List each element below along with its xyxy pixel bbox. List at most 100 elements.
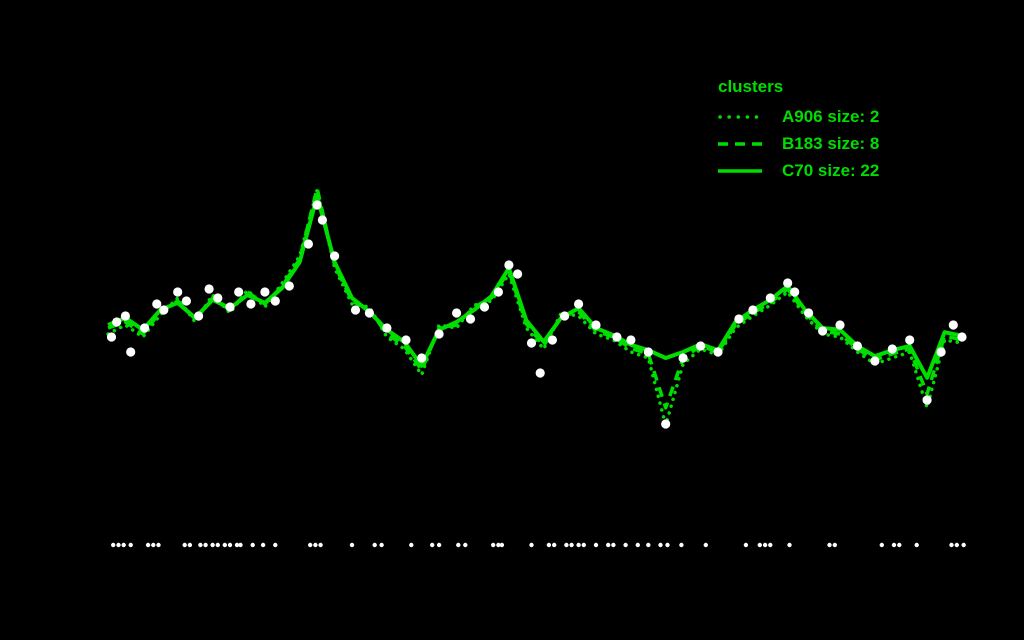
- data-point: [957, 332, 967, 342]
- legend-item-label: B183 size: 8: [782, 134, 880, 153]
- rug-tick: [768, 542, 773, 548]
- data-point: [513, 269, 523, 279]
- rug-tick: [623, 542, 628, 548]
- rug-tick: [463, 542, 468, 548]
- data-point: [626, 335, 636, 345]
- data-point: [479, 302, 490, 312]
- data-point: [312, 200, 322, 210]
- rug-tick: [187, 542, 193, 548]
- data-point: [783, 278, 793, 288]
- rug-tick: [372, 542, 377, 548]
- rug-tick: [593, 542, 599, 548]
- legend-item-label: A906 size: 2: [782, 107, 880, 126]
- data-point: [734, 314, 744, 324]
- rug-tick: [496, 542, 501, 548]
- data-point: [678, 353, 688, 363]
- data-point: [173, 287, 183, 297]
- data-point: [364, 308, 374, 318]
- rug-tick: [227, 542, 233, 548]
- rug-tick: [949, 542, 954, 548]
- data-point: [330, 251, 340, 261]
- rug-tick: [156, 542, 161, 548]
- data-point: [204, 284, 214, 294]
- rug-tick: [430, 542, 435, 548]
- rug-tick: [606, 542, 611, 548]
- rug-tick: [260, 542, 266, 548]
- data-point: [382, 323, 392, 333]
- rug-tick: [529, 542, 534, 548]
- dotted-line-sample-icon: [718, 114, 762, 119]
- data-point: [106, 332, 117, 342]
- rug-tick: [827, 542, 832, 548]
- data-point: [547, 335, 558, 345]
- data-point: [713, 347, 723, 357]
- data-point: [225, 302, 235, 312]
- data-point: [401, 335, 411, 345]
- data-point: [643, 347, 653, 357]
- rug-tick: [308, 542, 313, 548]
- data-point: [465, 314, 476, 324]
- rug-tick: [891, 542, 897, 548]
- data-point: [234, 287, 244, 297]
- legend: clusters A906 size: 2 B183 size: 8 C70 s…: [716, 78, 879, 184]
- data-point: [887, 344, 897, 354]
- data-point: [535, 368, 545, 378]
- data-point: [350, 305, 361, 315]
- rug-tick: [576, 542, 581, 548]
- rug-tick: [762, 542, 768, 548]
- rug-tick: [379, 542, 384, 548]
- legend-item-label: C70 size: 22: [782, 161, 880, 180]
- legend-item: B183 size: 8: [716, 130, 879, 157]
- data-point: [140, 323, 150, 333]
- rug-tick: [703, 542, 708, 548]
- rug-tick: [757, 542, 762, 548]
- data-point: [112, 317, 122, 327]
- data-point: [194, 311, 204, 321]
- rug-points: [111, 542, 966, 548]
- data-point: [303, 239, 313, 249]
- data-point: [936, 347, 946, 357]
- rug-tick: [111, 542, 116, 548]
- solid-line-sample-icon: [718, 168, 762, 173]
- data-point: [748, 305, 758, 315]
- rug-tick: [665, 542, 670, 548]
- rug-tick: [436, 542, 442, 548]
- data-point: [560, 311, 570, 321]
- data-point: [905, 335, 915, 345]
- data-point: [452, 308, 462, 318]
- rug-tick: [658, 542, 663, 548]
- rug-tick: [564, 542, 569, 548]
- rug-tick: [611, 542, 616, 548]
- rug-tick: [145, 542, 151, 548]
- rug-tick: [121, 542, 126, 548]
- data-point: [870, 356, 880, 366]
- data-point: [126, 347, 136, 357]
- series-line-A906: [106, 188, 964, 427]
- data-point: [270, 296, 280, 306]
- legend-item: C70 size: 22: [716, 157, 879, 184]
- rug-tick: [349, 542, 355, 548]
- rug-tick: [546, 542, 552, 548]
- rug-tick: [635, 542, 640, 548]
- data-point: [181, 296, 191, 306]
- rug-tick: [222, 542, 227, 548]
- data-point: [317, 215, 327, 225]
- rug-tick: [238, 542, 243, 548]
- data-point: [504, 260, 514, 270]
- data-point: [284, 281, 294, 291]
- data-point: [852, 341, 863, 351]
- rug-tick: [552, 542, 557, 548]
- data-point: [260, 287, 270, 297]
- series-line-B183: [107, 186, 963, 410]
- rug-tick: [743, 542, 749, 548]
- rug-tick: [128, 542, 133, 548]
- rug-tick: [318, 542, 323, 548]
- rug-tick: [914, 542, 919, 548]
- rug-tick: [787, 542, 792, 548]
- rug-tick: [646, 542, 651, 548]
- rug-tick: [198, 542, 203, 548]
- data-point: [493, 287, 503, 297]
- rug-tick: [897, 542, 902, 548]
